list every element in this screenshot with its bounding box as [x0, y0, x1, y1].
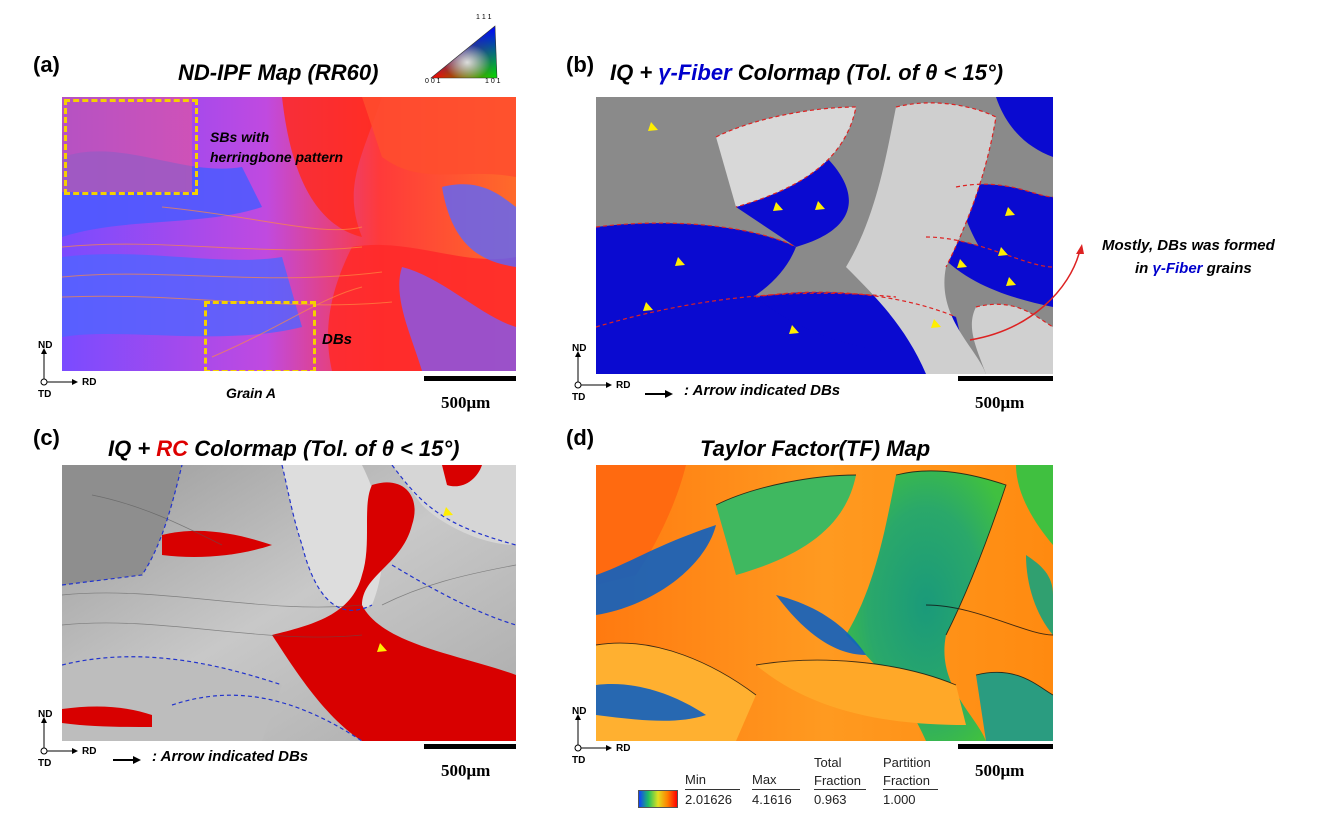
axis-triad-c: ND RD TD — [38, 709, 98, 771]
panel-d-letter: (d) — [566, 425, 595, 450]
td-label: TD — [572, 392, 586, 403]
callout-arrow — [960, 240, 1090, 350]
panel-c-title-rc: RC — [156, 436, 189, 461]
triangle-label-111: 1 1 1 — [476, 14, 492, 21]
triangle-label-001: 0 0 1 — [425, 78, 441, 85]
scale-bar-c — [424, 744, 516, 749]
side-note-line2-suffix: grains — [1202, 260, 1252, 277]
nd-ipf-map-image — [62, 97, 516, 371]
nd-label: ND — [572, 706, 587, 717]
nd-label: ND — [38, 709, 53, 720]
legend-divider-min — [685, 789, 740, 790]
legend-header-total-fraction: Total Fraction — [814, 755, 861, 788]
sbs-annotation: SBs with herringbone pattern — [210, 129, 344, 165]
rd-label: RD — [82, 377, 97, 388]
rd-label: RD — [616, 380, 631, 391]
legend-divider-total — [814, 789, 866, 790]
grain-a-label: Grain A — [226, 385, 277, 401]
rd-label: RD — [82, 746, 97, 757]
legend-divider-max — [752, 789, 800, 790]
side-note-line2-gamma: γ-Fiber — [1152, 260, 1203, 277]
panel-b-title-suffix: Colormap (Tol. of θ < 15°) — [731, 60, 1004, 85]
panel-b-letter: (b) — [566, 52, 595, 77]
scale-label-d: 500μm — [975, 761, 1025, 780]
nd-label: ND — [572, 343, 587, 354]
scale-bar-b — [958, 376, 1053, 381]
td-label: TD — [38, 389, 52, 400]
panel-b-title: IQ + γ-Fiber Colormap (Tol. of θ < 15°) — [610, 60, 1003, 86]
scale-label-b: 500μm — [975, 393, 1025, 412]
nd-label: ND — [38, 340, 53, 351]
arrow-legend-icon-c — [113, 752, 143, 770]
axis-triad-b: ND RD TD — [572, 343, 632, 405]
legend-header-max: Max — [752, 772, 777, 787]
td-label: TD — [38, 758, 52, 769]
legend-header-min: Min — [685, 772, 706, 787]
arrow-legend-icon-b — [645, 386, 675, 404]
panel-b-title-gamma: γ-Fiber — [658, 60, 732, 85]
rd-label: RD — [616, 743, 631, 754]
legend-value-max: 4.1616 — [752, 792, 792, 807]
arrow-note-b: : Arrow indicated DBs — [684, 382, 841, 399]
axis-triad-a: ND RD TD — [38, 340, 98, 402]
panel-b-title-prefix: IQ + — [610, 60, 659, 85]
panel-a-letter: (a) — [33, 52, 60, 77]
scale-label-c: 500μm — [441, 761, 491, 780]
legend-value-partition-fraction: 1.000 — [883, 792, 916, 807]
td-label: TD — [572, 755, 586, 766]
triangle-label-101: 1 0 1 — [485, 78, 501, 85]
legend-header-partition-fraction: Partition Fraction — [883, 755, 931, 788]
scale-bar-a — [424, 376, 516, 381]
panel-c-title-prefix: IQ + — [108, 436, 157, 461]
legend-divider-partition — [883, 789, 938, 790]
side-note-line2: in γ-Fiber grains — [1135, 260, 1252, 277]
side-note-line1: Mostly, DBs was formed — [1102, 237, 1275, 254]
sbs-region-box — [64, 99, 198, 195]
panel-c-title-suffix: Colormap (Tol. of θ < 15°) — [188, 436, 460, 461]
panel-a-title: ND-IPF Map (RR60) — [178, 60, 379, 85]
tf-legend-colorbar — [638, 790, 678, 808]
side-note-line2-prefix: in — [1135, 260, 1153, 277]
ipf-color-triangle: 1 1 1 0 0 1 1 0 1 — [423, 14, 503, 88]
axis-triad-d: ND RD TD — [572, 706, 632, 768]
panel-d-title: Taylor Factor(TF) Map — [700, 436, 931, 461]
rc-colormap-image — [62, 465, 516, 741]
scale-bar-d — [958, 744, 1053, 749]
dbs-annotation: DBs — [322, 331, 353, 348]
gamma-fiber-colormap-image — [596, 97, 1053, 374]
scale-label-a: 500μm — [441, 393, 491, 412]
dbs-region-box — [204, 301, 316, 371]
taylor-factor-map-image — [596, 465, 1053, 741]
legend-value-total-fraction: 0.963 — [814, 792, 847, 807]
legend-value-min: 2.01626 — [685, 792, 732, 807]
panel-c-letter: (c) — [33, 425, 60, 450]
panel-c-title: IQ + RC Colormap (Tol. of θ < 15°) — [108, 436, 460, 462]
arrow-note-c: : Arrow indicated DBs — [152, 748, 309, 765]
